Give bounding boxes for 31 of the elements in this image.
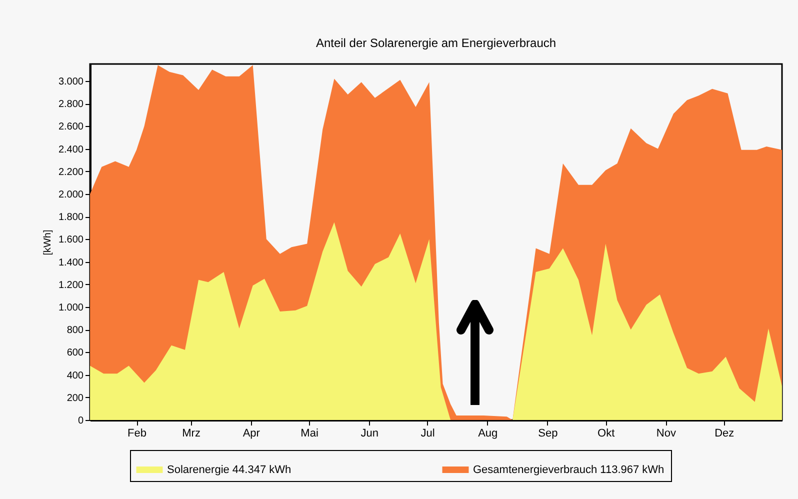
y-tick-label: 1.200 — [58, 280, 84, 291]
y-tick-label: 1.600 — [58, 234, 84, 246]
y-tick-label: 2.000 — [58, 189, 84, 200]
y-tick-label: 600 — [66, 348, 84, 359]
legend-label: Gesamtenergieverbrauch 113.967 kWh — [473, 464, 664, 476]
y-tick-label: 3.000 — [58, 76, 84, 88]
y-tick-label: 2.200 — [58, 166, 84, 178]
y-tick-label: 2.800 — [58, 99, 84, 110]
y-tick-label: 800 — [66, 325, 84, 336]
x-tick-label: Nov — [656, 428, 676, 440]
y-tick-label: 200 — [66, 392, 84, 404]
y-tick-label: 1.800 — [58, 212, 84, 224]
x-tick-label: Jun — [360, 428, 378, 440]
y-tick-label: 2.400 — [58, 144, 84, 156]
chart-title: Anteil der Solarenergie am Energieverbrauch — [316, 36, 556, 50]
x-tick-label: Apr — [242, 428, 260, 440]
y-tick-label: 2.600 — [58, 122, 84, 133]
y-tick-label: 400 — [66, 370, 84, 382]
x-tick-label: Jul — [420, 428, 435, 440]
x-tick-label: Feb — [128, 428, 147, 440]
x-tick-label: Aug — [478, 428, 498, 440]
y-tick-label: 1.400 — [58, 257, 84, 268]
legend-label: Solarenergie 44.347 kWh — [167, 464, 292, 476]
y-tick-label: 1.000 — [58, 302, 84, 314]
y-axis-title: [kWh] — [42, 230, 54, 256]
x-tick-label: Sep — [538, 428, 558, 440]
x-tick-label: Okt — [598, 428, 615, 440]
x-tick-label: Mrz — [182, 428, 200, 440]
x-tick-label: Mai — [300, 428, 318, 440]
x-tick-label: Dez — [714, 428, 734, 440]
y-tick-label: 0 — [78, 416, 84, 426]
